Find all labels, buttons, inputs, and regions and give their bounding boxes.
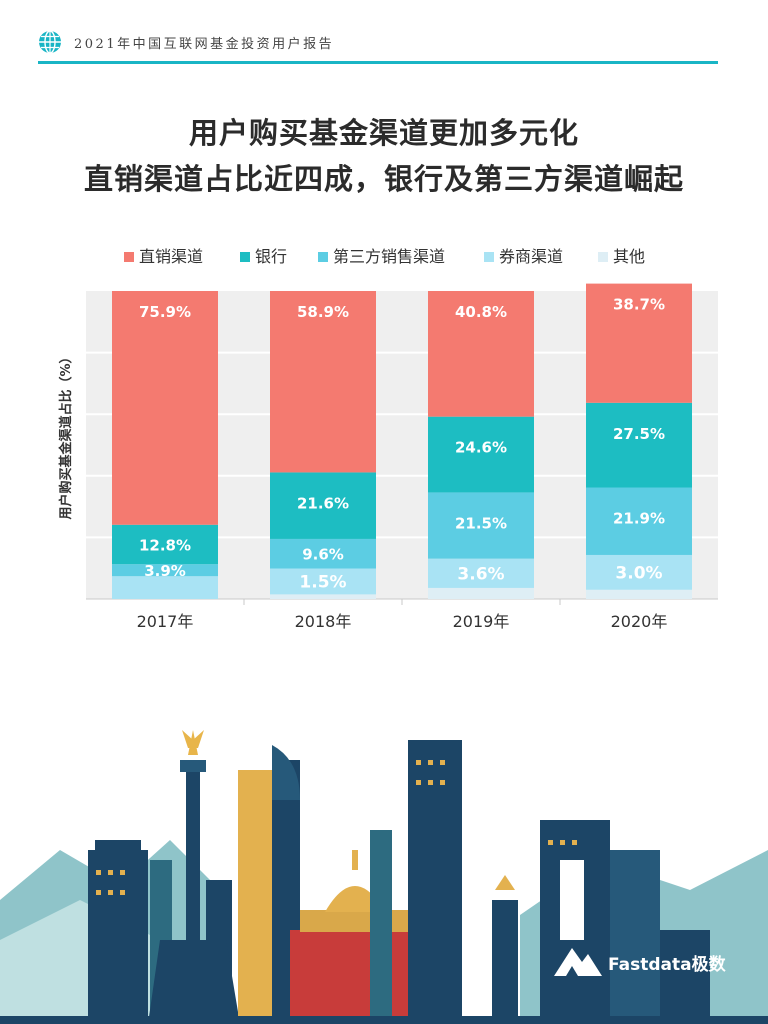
legend-swatch <box>318 252 328 262</box>
legend-label: 券商渠道 <box>499 247 564 266</box>
bar-segment <box>586 589 692 599</box>
data-label: 12.8% <box>139 536 191 554</box>
data-label: 24.6% <box>455 439 507 457</box>
data-label: 9.6% <box>302 546 344 564</box>
data-label: 3.9% <box>144 562 186 580</box>
bar-segment <box>428 416 534 493</box>
legend-label: 第三方销售渠道 <box>333 247 446 266</box>
stacked-bar-chart: 3.9% 12.8% 75.9% 2017年 1.5% 9.6% 21.6% 58.9% 201… <box>0 280 768 640</box>
data-label: 38.7% <box>613 296 665 314</box>
data-label: 21.9% <box>613 510 665 528</box>
report-header: 2021年中国互联网基金投资用户报告 <box>38 28 718 64</box>
legend-label: 其他 <box>613 247 646 266</box>
chart-legend: 直销渠道 银行 第三方销售渠道 券商渠道 其他 <box>0 246 768 268</box>
legend-swatch <box>484 252 494 262</box>
bar-segment <box>112 524 218 565</box>
x-tick-label: 2019年 <box>453 612 510 631</box>
legend-item: 其他 <box>598 246 645 268</box>
brand-name: Fastdata极数 <box>608 955 726 975</box>
bar-segment <box>270 291 376 473</box>
legend-swatch <box>124 252 134 262</box>
bar-segment <box>270 594 376 599</box>
bar-segment <box>112 291 218 525</box>
bar-segment <box>586 402 692 488</box>
headline-line-2: 直销渠道占比近四成，银行及第三方渠道崛起 <box>83 162 684 196</box>
bar-segment <box>270 472 376 539</box>
headline-line-1: 用户购买基金渠道更加多元化 <box>188 116 579 150</box>
data-label: 1.5% <box>299 572 346 592</box>
bar-segment <box>270 568 376 595</box>
bar-segment <box>112 564 218 577</box>
bar-segment <box>586 283 692 403</box>
data-label: 21.5% <box>455 514 507 532</box>
data-label: 3.0% <box>615 563 662 583</box>
bar-segment <box>586 554 692 590</box>
data-label: 27.5% <box>613 425 665 443</box>
report-title: 2021年中国互联网基金投资用户报告 <box>74 37 335 52</box>
x-tick-label: 2018年 <box>295 612 352 631</box>
globe-icon <box>39 30 61 54</box>
bar-segment <box>428 558 534 588</box>
legend-swatch <box>240 252 250 262</box>
bar-segment <box>428 492 534 559</box>
bar-segment <box>112 576 218 599</box>
bar-segment <box>586 487 692 555</box>
data-label: 40.8% <box>455 303 507 321</box>
bar-segment <box>270 538 376 569</box>
legend-label: 银行 <box>255 247 288 266</box>
data-label: 58.9% <box>297 303 349 321</box>
legend-item: 券商渠道 <box>484 246 563 268</box>
legend-swatch <box>598 252 608 262</box>
data-label: 75.9% <box>139 303 191 321</box>
data-label: 21.6% <box>297 494 349 512</box>
bar-segment <box>428 291 534 417</box>
legend-item: 第三方销售渠道 <box>318 246 445 268</box>
legend-item: 直销渠道 <box>124 246 203 268</box>
header-divider <box>38 61 718 64</box>
x-tick-label: 2020年 <box>611 612 668 631</box>
y-axis-label: 用户购买基金渠道占比（%） <box>58 350 74 520</box>
legend-label: 直销渠道 <box>139 247 204 266</box>
data-label: 3.6% <box>457 564 504 584</box>
chart-svg: 3.9% 12.8% 75.9% 2017年 1.5% 9.6% 21.6% 58.9% 201… <box>58 283 718 631</box>
legend-item: 银行 <box>240 246 287 268</box>
x-tick-label: 2017年 <box>137 612 194 631</box>
mountain-logo-icon <box>554 948 602 976</box>
brand-logo: Fastdata极数 <box>552 940 732 980</box>
city-skyline-illustration <box>0 730 768 1024</box>
bar-segment <box>428 587 534 599</box>
